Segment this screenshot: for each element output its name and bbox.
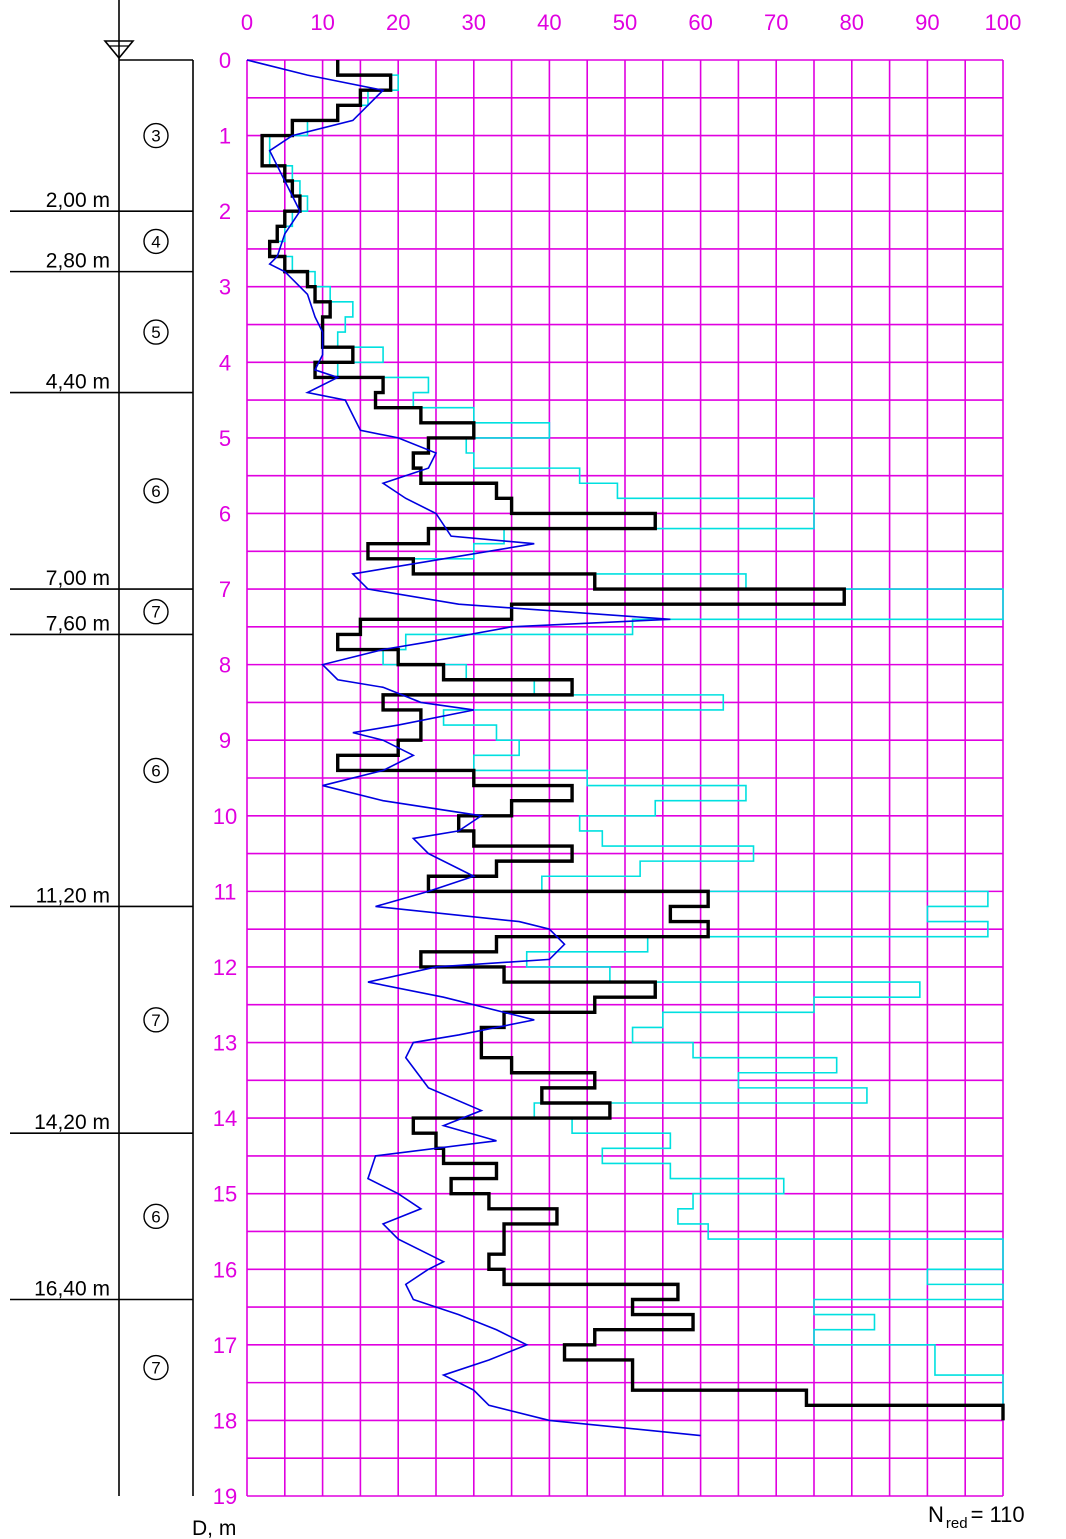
x-tick-label: 40 — [537, 10, 561, 35]
y-tick-label: 9 — [219, 728, 231, 753]
x-tick-label: 0 — [241, 10, 253, 35]
y-tick-label: 15 — [213, 1182, 237, 1207]
y-axis-label: D, m — [192, 1517, 236, 1539]
y-tick-label: 7 — [219, 577, 231, 602]
y-tick-label: 13 — [213, 1031, 237, 1056]
y-tick-label: 19 — [213, 1484, 237, 1509]
layer-number-label: 7 — [151, 1011, 160, 1030]
y-tick-label: 16 — [213, 1257, 237, 1282]
layer-number-circle — [143, 1203, 169, 1230]
layer-number-label: 6 — [151, 1207, 160, 1226]
series-blue-line — [246, 59, 701, 1437]
x-tick-label: 50 — [613, 10, 637, 35]
x-tick-label: 90 — [915, 10, 939, 35]
y-tick-label: 14 — [213, 1106, 237, 1131]
x-tick-label: 70 — [764, 10, 788, 35]
layer-number-label: 7 — [151, 1359, 160, 1378]
x-tick-label: 60 — [688, 10, 712, 35]
layer-depth-label: 7,00 m — [46, 567, 110, 590]
layer-number-label: 5 — [151, 323, 160, 342]
tick-labels: 0 10 20 30 40 50 60 70 80 90 100012345678910111213… — [213, 10, 1022, 1509]
x-tick-label: 100 — [985, 10, 1022, 35]
y-tick-label: 3 — [219, 275, 231, 300]
layer-number-label: 3 — [151, 127, 160, 146]
layer-number-label: 6 — [151, 761, 160, 780]
series-black-step — [260, 60, 1005, 1421]
layer-number-circle — [143, 757, 169, 784]
layer-number-circle — [143, 319, 169, 345]
y-tick-label: 10 — [213, 804, 237, 829]
x-tick-label: 30 — [462, 10, 486, 35]
y-tick-label: 12 — [213, 955, 237, 980]
layer-depth-label: 11,20 m — [36, 884, 110, 907]
layer-number-label: 4 — [151, 232, 160, 251]
y-tick-label: 18 — [213, 1408, 237, 1433]
y-tick-label: 4 — [219, 350, 231, 375]
layer-number-label: 6 — [151, 482, 160, 501]
layer-depth-label: 2,80 m — [46, 250, 110, 273]
layer-number-circle — [143, 478, 169, 504]
y-tick-label: 6 — [219, 501, 231, 526]
layer-depth-label: 7,60 m — [46, 612, 110, 635]
layer-depth-label: 2,00 m — [46, 189, 110, 212]
series-cyan-step — [268, 60, 1004, 1421]
y-tick-label: 0 — [219, 48, 231, 73]
layer-number-circle — [143, 1007, 169, 1033]
y-tick-label: 5 — [219, 426, 231, 451]
layer-depth-label: 4,40 m — [46, 371, 110, 394]
layer-number-circle — [143, 1354, 169, 1381]
layer-depth-label: 14,20 m — [34, 1111, 110, 1134]
soil-layer-column: 2,00 m 3 2,80 m 4 4,40 m 5 7,00 m 6 7,60 m 7 11,20… — [10, 0, 194, 1496]
layer-number-circle — [143, 599, 169, 625]
series-group — [246, 59, 1005, 1437]
footer-subscript: red — [946, 1515, 968, 1532]
y-tick-label: 11 — [214, 879, 237, 904]
footer-symbol: N — [928, 1502, 944, 1527]
x-tick-label: 10 — [310, 10, 334, 35]
y-tick-label: 2 — [219, 199, 231, 224]
layer-number-circle — [143, 122, 169, 149]
water-table-icon — [103, 40, 135, 60]
layer-number-label: 7 — [151, 603, 160, 622]
footer-value: = 110 — [971, 1502, 1025, 1527]
x-tick-label: 80 — [840, 10, 864, 35]
x-tick-label: 20 — [386, 10, 410, 35]
y-tick-label: 8 — [219, 653, 231, 678]
grid — [246, 59, 1004, 1497]
layer-number-circle — [143, 228, 169, 255]
layer-depth-label: 16,40 m — [34, 1277, 110, 1300]
y-tick-label: 17 — [213, 1333, 237, 1358]
y-tick-label: 1 — [219, 124, 231, 149]
